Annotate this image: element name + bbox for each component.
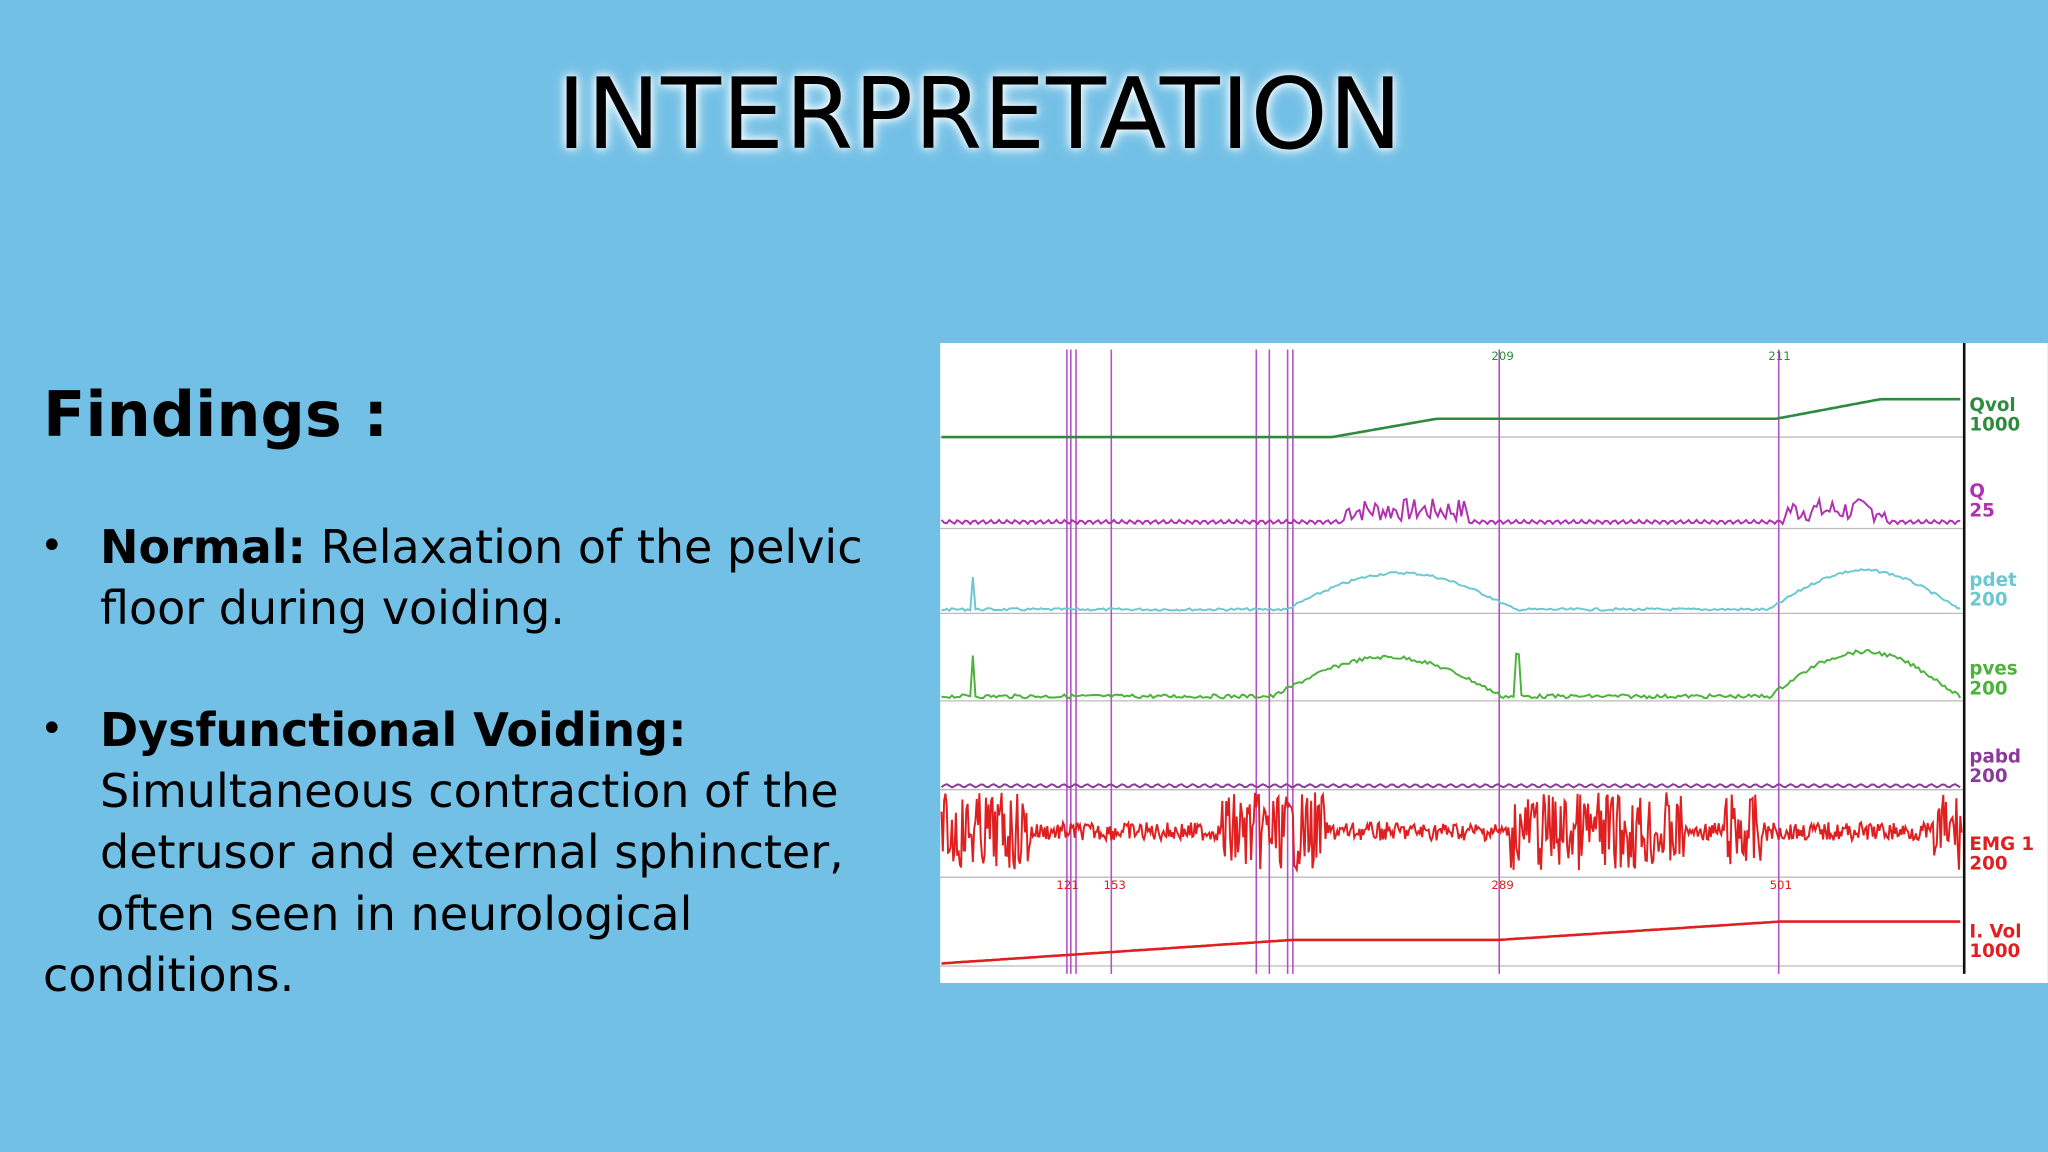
channel-name: I. Vol (1969, 921, 2021, 942)
channel-name: pabd (1969, 746, 2021, 767)
emg-curve (940, 791, 1963, 874)
event-marker: 209 (1491, 349, 1513, 363)
channel-scale: 25 (1969, 501, 1994, 522)
channel-name: Q (1969, 481, 1985, 502)
event-marker: 501 (1770, 878, 1792, 892)
q-curve (940, 495, 1961, 526)
channel-scale: 200 (1969, 678, 2007, 699)
text-line: Normal: Relaxation of the pelvic (100, 520, 863, 574)
findings-heading: Findings : (43, 378, 389, 451)
channel-scale: 1000 (1969, 941, 2020, 962)
pves-curve (941, 649, 1962, 700)
qvol-curve (941, 397, 1961, 439)
trace-background (940, 343, 2048, 983)
term: Dysfunctional Voiding: (100, 703, 687, 757)
channel-name: pves (1969, 659, 2017, 680)
text-line: floor during voiding. (100, 581, 565, 635)
event-marker: 211 (1768, 349, 1790, 363)
pdet-curve (941, 568, 1961, 612)
channel-scale: 200 (1969, 590, 2007, 611)
pabd-curve (940, 783, 1961, 789)
ivol-curve (941, 920, 1961, 965)
event-marker: 121 (1056, 878, 1078, 892)
text-line: Simultaneous contraction of the (100, 764, 839, 818)
channel-scale: 200 (1969, 853, 2007, 874)
channel-name: Qvol (1969, 395, 2015, 416)
text-line: detrusor and external sphincter, (100, 825, 844, 879)
bullet: • (40, 523, 64, 569)
text: Relaxation of the pelvic (320, 520, 863, 574)
term: Normal: (100, 520, 306, 574)
channel-name: pdet (1969, 570, 2017, 591)
text-line: conditions. (43, 948, 295, 1002)
bullet: • (40, 706, 64, 752)
channel-scale: 200 (1969, 766, 2007, 787)
channel-scale: 1000 (1969, 415, 2020, 436)
event-marker: 153 (1103, 878, 1125, 892)
channel-name: EMG 1 (1969, 834, 2034, 855)
slide-title: INTERPRETATION (556, 58, 1404, 172)
text-line: often seen in neurological (96, 887, 693, 941)
event-marker: 289 (1491, 878, 1513, 892)
